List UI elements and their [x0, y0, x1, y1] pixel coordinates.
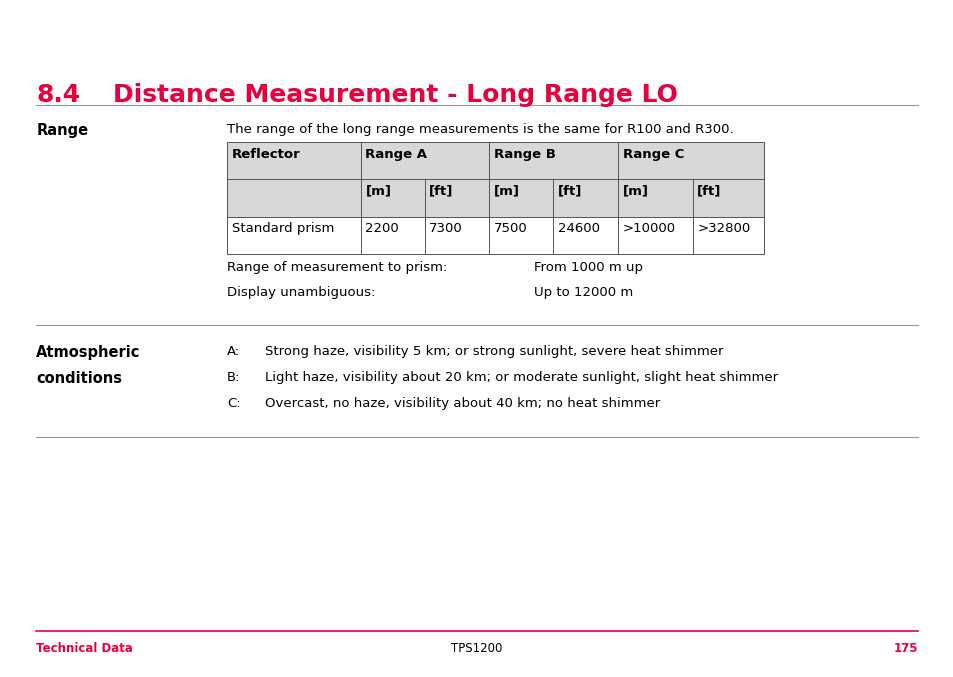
Bar — [360, 217, 424, 254]
Text: Display unambiguous:: Display unambiguous: — [227, 286, 375, 299]
Text: Overcast, no haze, visibility about 40 km; no heat shimmer: Overcast, no haze, visibility about 40 k… — [265, 397, 659, 410]
Bar — [489, 217, 553, 254]
Text: 175: 175 — [892, 642, 917, 655]
Bar — [424, 217, 489, 254]
Bar — [618, 142, 763, 179]
Text: 2200: 2200 — [365, 222, 398, 235]
Bar — [618, 179, 692, 217]
Text: A:: A: — [227, 345, 240, 358]
Text: 8.4: 8.4 — [36, 83, 80, 107]
Text: Strong haze, visibility 5 km; or strong sunlight, severe heat shimmer: Strong haze, visibility 5 km; or strong … — [265, 345, 723, 358]
Text: The range of the long range measurements is the same for R100 and R300.: The range of the long range measurements… — [227, 123, 733, 136]
Text: Atmospheric: Atmospheric — [36, 345, 140, 360]
Bar — [553, 217, 618, 254]
Text: Range: Range — [36, 123, 89, 138]
Text: 24600: 24600 — [558, 222, 599, 235]
Text: From 1000 m up: From 1000 m up — [534, 261, 642, 274]
Text: 7500: 7500 — [494, 222, 527, 235]
Text: [m]: [m] — [365, 185, 391, 198]
Text: Light haze, visibility about 20 km; or moderate sunlight, slight heat shimmer: Light haze, visibility about 20 km; or m… — [265, 371, 778, 384]
Text: Technical Data: Technical Data — [36, 642, 133, 655]
Bar — [489, 179, 553, 217]
Text: conditions: conditions — [36, 371, 122, 386]
Text: Range A: Range A — [365, 148, 427, 160]
Text: C:: C: — [227, 397, 240, 410]
Bar — [424, 179, 489, 217]
Text: [m]: [m] — [622, 185, 648, 198]
Text: [ft]: [ft] — [558, 185, 582, 198]
Bar — [227, 179, 360, 217]
Text: Range B: Range B — [494, 148, 556, 160]
Text: Range C: Range C — [622, 148, 683, 160]
Bar — [692, 217, 763, 254]
Text: Up to 12000 m: Up to 12000 m — [534, 286, 633, 299]
Text: 7300: 7300 — [429, 222, 462, 235]
Bar — [489, 142, 618, 179]
Bar — [360, 179, 424, 217]
Text: [m]: [m] — [494, 185, 519, 198]
Bar — [553, 179, 618, 217]
Text: >10000: >10000 — [622, 222, 676, 235]
Bar — [227, 217, 360, 254]
Text: [ft]: [ft] — [697, 185, 721, 198]
Text: Range of measurement to prism:: Range of measurement to prism: — [227, 261, 447, 274]
Text: TPS1200: TPS1200 — [451, 642, 502, 655]
Text: Reflector: Reflector — [232, 148, 300, 160]
Bar — [360, 142, 489, 179]
Bar — [227, 142, 360, 179]
Text: [ft]: [ft] — [429, 185, 454, 198]
Text: Distance Measurement - Long Range LO: Distance Measurement - Long Range LO — [112, 83, 677, 107]
Bar — [692, 179, 763, 217]
Text: B:: B: — [227, 371, 240, 384]
Text: >32800: >32800 — [697, 222, 750, 235]
Text: Standard prism: Standard prism — [232, 222, 334, 235]
Bar — [618, 217, 692, 254]
